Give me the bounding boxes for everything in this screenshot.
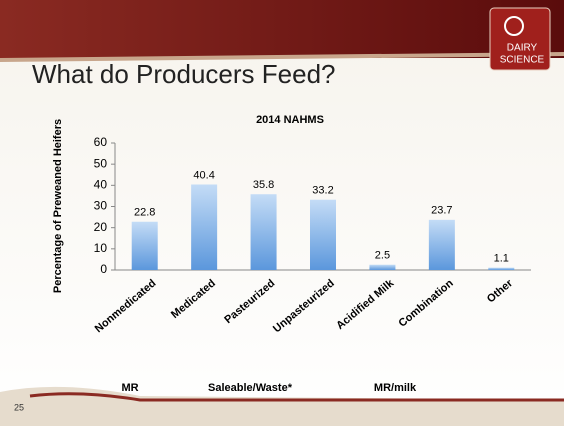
data-label: 2.5 bbox=[375, 250, 390, 262]
logo-icon bbox=[504, 16, 524, 36]
group-label: MR/milk bbox=[374, 382, 417, 394]
data-label: 22.8 bbox=[134, 207, 155, 219]
data-label: 35.8 bbox=[253, 179, 274, 191]
bar bbox=[191, 184, 218, 270]
y-tick-label: 50 bbox=[94, 156, 108, 170]
data-label: 40.4 bbox=[193, 169, 214, 181]
slide-number: 25 bbox=[14, 402, 24, 412]
group-label: Saleable/Waste* bbox=[208, 382, 293, 394]
logo-text: DAIRY bbox=[507, 43, 538, 54]
header-stripe bbox=[0, 52, 564, 62]
y-tick-label: 60 bbox=[94, 135, 108, 149]
chart-title: 2014 NAHMS bbox=[256, 114, 324, 126]
y-tick-label: 20 bbox=[94, 220, 108, 234]
footer-line bbox=[29, 392, 564, 402]
bar bbox=[369, 264, 396, 270]
logo-text: SCIENCE bbox=[500, 55, 545, 66]
y-axis-label: Percentage of Preweaned Heifers bbox=[52, 119, 64, 293]
y-tick-label: 40 bbox=[94, 178, 108, 192]
y-tick-label: 0 bbox=[100, 262, 107, 276]
header-band bbox=[0, 0, 564, 58]
data-label: 1.1 bbox=[494, 253, 509, 265]
y-tick-label: 30 bbox=[94, 199, 108, 213]
bar bbox=[428, 219, 455, 270]
group-label: MR bbox=[121, 382, 138, 394]
bar bbox=[250, 194, 277, 270]
slide-title: What do Producers Feed? bbox=[32, 59, 336, 89]
bar bbox=[131, 221, 158, 270]
data-label: 33.2 bbox=[312, 185, 333, 197]
data-label: 23.7 bbox=[431, 205, 452, 217]
bar bbox=[488, 267, 515, 270]
bar bbox=[310, 199, 336, 270]
footer-band bbox=[0, 386, 564, 426]
y-tick-label: 10 bbox=[94, 241, 108, 255]
